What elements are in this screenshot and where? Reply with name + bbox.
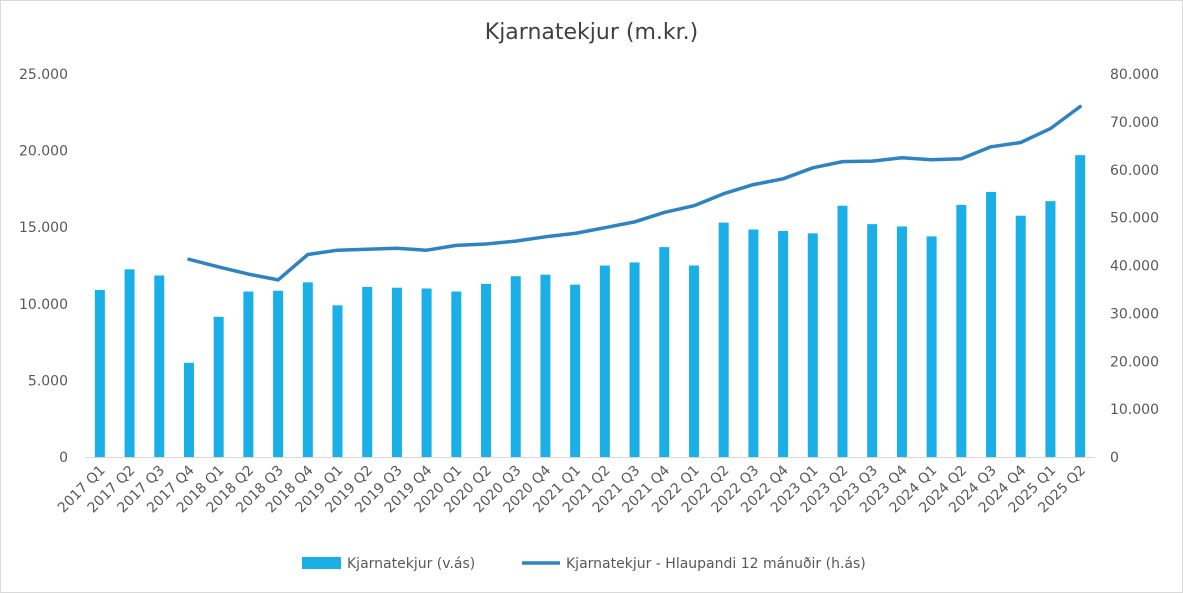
bar [273,290,284,457]
bar [659,247,670,457]
bar [154,275,165,457]
line-point [306,252,310,256]
bar [867,224,878,457]
bar [1015,215,1026,457]
bar [807,233,818,457]
line-point [336,248,339,252]
line-point [187,257,191,261]
line-point [543,235,547,239]
bar [748,229,759,457]
bar [837,205,848,457]
line-point [276,278,280,282]
line-point [633,220,637,224]
line-series [187,104,1082,282]
bar [481,283,492,457]
bar [510,276,521,457]
y-left-tick-label: 0 [59,450,68,466]
y-left-tick-label: 15.000 [19,220,68,236]
bar [896,226,907,457]
bar [778,231,789,457]
line-point [217,265,221,269]
line-point [959,157,963,161]
y-right-tick-label: 60.000 [1110,163,1159,179]
bar [688,265,699,457]
legend-bar-swatch [302,557,341,569]
bar [718,222,729,457]
y-left-tick-label: 5.000 [28,373,68,389]
line-point [246,272,250,276]
bar [451,291,462,457]
bar [94,290,105,457]
bar [1075,155,1086,458]
bar [926,236,937,457]
line-point [395,246,399,250]
bar [1045,201,1056,457]
line-point [1048,127,1052,131]
line-point [662,210,666,214]
line-point [900,156,904,160]
line-point [484,242,488,246]
y-left-tick-label: 10.000 [19,297,68,313]
bar [629,262,640,457]
bar [599,265,610,457]
bar [183,362,194,457]
y-right-tick-label: 0 [1110,450,1119,466]
bar [124,269,135,457]
line-point [781,177,785,181]
bar [213,316,224,457]
bar [956,204,967,457]
line-point [365,247,369,251]
y-right-tick-label: 10.000 [1110,402,1159,418]
line-point [425,248,429,252]
legend: Kjarnatekjur (v.ás) Kjarnatekjur - Hlaupa… [302,556,866,572]
bar [302,282,313,457]
bar [362,286,373,457]
y-right-tick-label: 70.000 [1110,115,1159,131]
line-point [751,183,755,187]
line-point [692,204,696,208]
line-point [841,160,844,164]
legend-line-label: Kjarnatekjur - Hlaupandi 12 mánuðir (h.á… [566,556,866,572]
y-right-tick-label: 30.000 [1110,306,1159,322]
bar [243,291,254,457]
chart-title: Kjarnatekjur (m.kr.) [484,20,699,45]
bar [332,305,343,457]
line-point [811,166,815,170]
line-point [930,158,934,162]
bar [391,287,402,457]
line-point [454,243,458,247]
y-right-tick-label: 40.000 [1110,259,1159,275]
y-left-tick-label: 20.000 [19,144,68,160]
y-right-tick-label: 20.000 [1110,354,1159,370]
y-right-tick-label: 50.000 [1110,211,1159,227]
line-point [1019,140,1023,144]
legend-bar-label: Kjarnatekjur (v.ás) [347,556,475,572]
line-point [573,231,577,235]
y-left-tick-label: 25.000 [19,67,68,83]
bar [570,284,581,457]
line-point [722,192,726,196]
bar [421,288,432,457]
line-point [1078,105,1082,109]
series-line [187,104,1082,282]
line-point [870,159,874,163]
bar [986,191,997,458]
line-point [989,145,993,149]
bar [540,274,551,457]
bar-series [94,155,1086,458]
y-right-tick-label: 80.000 [1110,67,1159,83]
line-point [603,226,607,230]
line-point [514,239,518,243]
